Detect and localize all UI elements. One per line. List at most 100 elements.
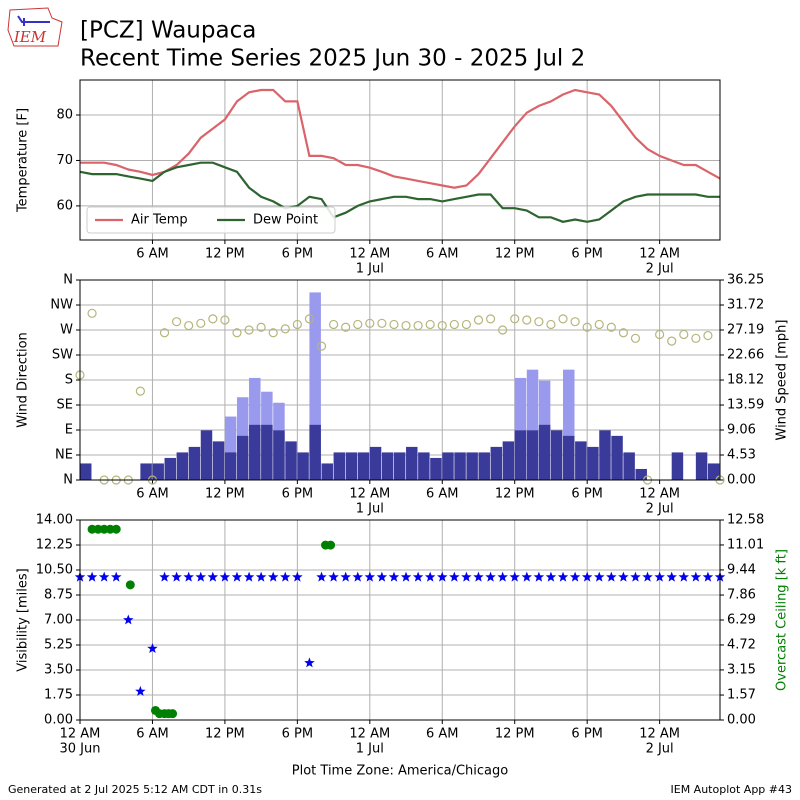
y-tick-label: 14.00 bbox=[36, 513, 73, 528]
y-tick-label: S bbox=[65, 373, 73, 388]
y-tick-label: W bbox=[60, 323, 73, 338]
star-point bbox=[654, 571, 665, 582]
point bbox=[244, 325, 254, 335]
bar bbox=[406, 446, 418, 480]
y2-tick-label: 4.72 bbox=[727, 637, 756, 652]
star-point bbox=[666, 571, 677, 582]
x-tick-label: 12 PM bbox=[495, 487, 535, 502]
bar bbox=[80, 463, 92, 480]
point bbox=[389, 319, 399, 330]
bar bbox=[152, 463, 164, 480]
star-point bbox=[171, 571, 182, 582]
x-tick-label: 6 PM bbox=[571, 487, 602, 502]
point bbox=[522, 315, 532, 325]
point bbox=[558, 314, 568, 324]
series-group bbox=[79, 88, 721, 223]
point bbox=[594, 319, 604, 330]
star-point bbox=[376, 571, 388, 582]
point bbox=[546, 319, 556, 330]
bar bbox=[587, 446, 599, 480]
star-point bbox=[533, 571, 545, 582]
y-axis-label: Wind Direction bbox=[16, 332, 31, 428]
bar bbox=[309, 292, 321, 480]
x-tick-date: 1 Jul bbox=[356, 502, 384, 517]
point bbox=[208, 314, 218, 324]
star-point bbox=[86, 571, 98, 582]
x-tick-label: 6 PM bbox=[571, 247, 602, 262]
bar bbox=[466, 452, 478, 480]
x-tick-date: 2 Jul bbox=[646, 742, 674, 757]
logo-icon bbox=[17, 15, 50, 26]
x-tick-label: 12 AM bbox=[349, 247, 390, 262]
bar bbox=[200, 430, 213, 480]
star-point bbox=[388, 571, 400, 582]
point bbox=[168, 709, 178, 719]
bar bbox=[490, 446, 503, 480]
star-point bbox=[678, 571, 689, 582]
x-tick-date: 1 Jul bbox=[356, 742, 384, 757]
y2-axis-label: Overcast Ceiling [k ft] bbox=[775, 549, 790, 691]
point bbox=[341, 322, 351, 332]
bar bbox=[393, 452, 406, 480]
x-tick-label: 6 AM bbox=[426, 487, 459, 502]
y-tick-label: 80 bbox=[56, 108, 73, 123]
x-tick-label: 12 AM bbox=[639, 247, 680, 262]
point bbox=[679, 329, 689, 340]
point bbox=[618, 328, 628, 338]
point bbox=[256, 322, 266, 332]
star-point bbox=[123, 614, 134, 625]
point bbox=[655, 329, 665, 340]
star-point bbox=[207, 571, 219, 582]
x-tick-label: 6 PM bbox=[282, 487, 313, 502]
star-point bbox=[268, 571, 279, 582]
bar bbox=[188, 446, 201, 480]
legend-box bbox=[86, 206, 336, 234]
logo-text: IEM bbox=[13, 28, 47, 46]
x-tick-date: 2 Jul bbox=[646, 262, 674, 277]
star-point bbox=[618, 571, 629, 582]
logo-outline bbox=[7, 7, 63, 47]
star-point bbox=[642, 571, 653, 582]
star-point bbox=[497, 571, 508, 582]
point bbox=[232, 328, 242, 338]
bar bbox=[478, 452, 490, 480]
star-point bbox=[135, 685, 146, 696]
logo: IEM bbox=[7, 7, 63, 47]
y-tick-label: SW bbox=[52, 348, 73, 363]
y2-tick-label: 18.12 bbox=[727, 373, 764, 388]
star-point bbox=[630, 571, 641, 582]
y-tick-label: 8.75 bbox=[44, 588, 73, 603]
point bbox=[111, 524, 121, 534]
point bbox=[365, 318, 375, 328]
plot-frame bbox=[79, 519, 721, 721]
star-point bbox=[364, 571, 375, 582]
bar bbox=[575, 441, 587, 480]
star-point bbox=[594, 571, 605, 582]
star-point bbox=[111, 571, 122, 582]
bar bbox=[224, 452, 237, 480]
y-tick-label: NE bbox=[55, 448, 73, 463]
point bbox=[184, 320, 194, 331]
point bbox=[401, 320, 411, 331]
y-axis-label: Visibility [miles] bbox=[16, 568, 31, 671]
bar bbox=[357, 452, 370, 480]
star-point bbox=[521, 571, 532, 582]
x-tick-label: 6 AM bbox=[136, 727, 169, 742]
star-point bbox=[183, 571, 194, 582]
bar bbox=[599, 430, 611, 480]
point bbox=[159, 328, 170, 338]
star-point bbox=[159, 571, 170, 582]
y-tick-label: 3.50 bbox=[44, 663, 73, 678]
point bbox=[667, 336, 677, 346]
x-axis-label: Plot Time Zone: America/Chicago bbox=[292, 764, 508, 779]
point bbox=[196, 318, 206, 328]
y2-tick-label: 7.86 bbox=[727, 588, 756, 603]
y-tick-label: 1.75 bbox=[44, 688, 73, 703]
star-point bbox=[557, 571, 569, 582]
plot-frame bbox=[79, 279, 721, 481]
bar bbox=[164, 457, 176, 480]
y-tick-label: SE bbox=[57, 398, 73, 413]
x-tick-label: 12 AM bbox=[349, 487, 390, 502]
